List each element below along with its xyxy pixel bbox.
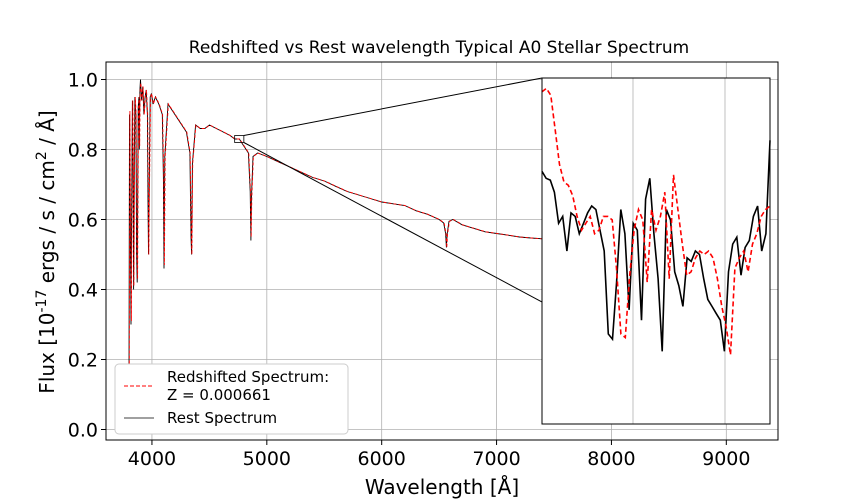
inset-series-redshifted xyxy=(541,87,771,355)
legend-label-rest: Rest Spectrum xyxy=(167,409,277,427)
y-tick-label: 0.8 xyxy=(68,140,98,162)
x-tick-label: 9000 xyxy=(702,448,750,470)
y-tick-label: 0.2 xyxy=(68,350,98,372)
plot-frame xyxy=(105,61,779,441)
inset-line-redshifted xyxy=(541,87,771,355)
x-tick-label: 6000 xyxy=(358,448,406,470)
inset-frame xyxy=(541,77,771,425)
x-tick-label: 8000 xyxy=(587,448,635,470)
zoom-source-box xyxy=(234,135,245,143)
x-axis-label: Wavelength [Å] xyxy=(365,475,519,499)
x-axis-ticks: 4000 5000 6000 7000 8000 9000 xyxy=(128,440,750,470)
inset-line-rest xyxy=(541,140,771,352)
series-line-redshifted xyxy=(128,82,543,374)
series-redshifted xyxy=(128,82,543,374)
inset-grid xyxy=(632,78,726,424)
y-tick-label: 0.0 xyxy=(68,420,98,442)
y-tick-label: 1.0 xyxy=(68,70,98,92)
legend-box xyxy=(114,363,349,435)
inset-series-rest xyxy=(541,140,771,352)
x-tick-label: 4000 xyxy=(128,448,176,470)
x-tick-label: 5000 xyxy=(243,448,291,470)
y-axis-label: Flux [10-17 ergs / s / cm2 / Å] xyxy=(34,110,59,393)
y-axis-ticks: 0.0 0.2 0.4 0.6 0.8 1.0 xyxy=(68,70,106,442)
x-tick-label: 7000 xyxy=(472,448,520,470)
zoom-connector-top xyxy=(243,77,543,136)
legend-label-redshifted-line2: Z = 0.000661 xyxy=(167,386,271,404)
legend-label-redshifted-line1: Redshifted Spectrum: xyxy=(167,368,329,386)
y-tick-label: 0.4 xyxy=(68,280,98,302)
y-tick-label: 0.6 xyxy=(68,210,98,232)
legend: Redshifted Spectrum: Z = 0.000661 Rest S… xyxy=(114,363,349,435)
chart-title: Redshifted vs Rest wavelength Typical A0… xyxy=(189,38,689,58)
